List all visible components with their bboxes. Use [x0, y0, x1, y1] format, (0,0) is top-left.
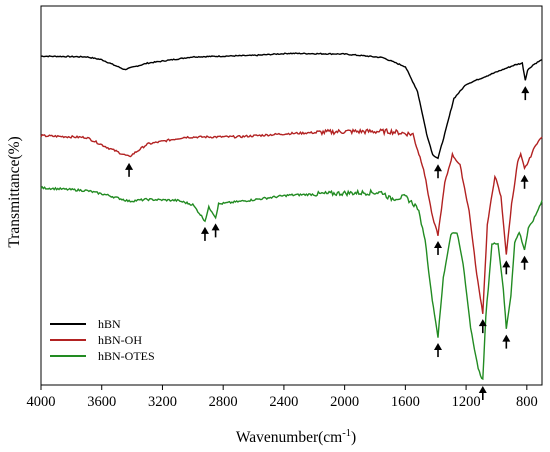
x-tick-label: 3200 — [148, 394, 177, 410]
x-tick-label: 800 — [516, 394, 538, 410]
spectrum-curves — [40, 52, 543, 381]
peak-arrow — [521, 86, 530, 101]
x-axis-title-close: ) — [351, 429, 356, 446]
peak-arrow — [502, 260, 511, 275]
peak-arrow-head — [434, 343, 443, 351]
x-axis-ticks: 4000 3600 3200 2800 2400 2000 1600 1200 800 — [27, 385, 538, 410]
peak-arrow — [520, 174, 529, 189]
peak-arrow-head — [434, 164, 443, 172]
peak-arrow-head — [125, 162, 134, 170]
peak-arrow-head — [520, 174, 529, 182]
peak-arrow-head — [478, 386, 487, 393]
peak-arrow — [434, 343, 443, 358]
plot-area-frame — [40, 5, 543, 386]
x-axis-title: Wavenumber(cm-1) — [236, 428, 356, 446]
peak-arrow — [434, 164, 443, 179]
x-tick-label: 2800 — [209, 394, 238, 410]
peak-arrow — [502, 334, 511, 349]
x-tick-label: 2000 — [330, 394, 359, 410]
series-line-hbn-otes — [40, 185, 543, 381]
legend-label-hbn-otes: hBN-OTES — [98, 349, 155, 363]
peak-arrow — [434, 240, 443, 255]
series-line-hbn — [40, 52, 543, 160]
x-tick-label: 2400 — [269, 394, 298, 410]
peak-arrow — [125, 162, 134, 177]
legend: hBN hBN-OH hBN-OTES — [50, 317, 155, 363]
legend-label-hbn-oh: hBN-OH — [98, 333, 142, 347]
peak-arrow — [211, 223, 220, 238]
peak-arrow-head — [502, 334, 511, 342]
x-axis-title-superscript: -1 — [342, 428, 351, 439]
y-axis-title: Transmittance(%) — [6, 136, 23, 247]
peak-arrow-head — [434, 240, 443, 248]
peak-arrow — [478, 386, 487, 400]
peak-arrow — [478, 319, 487, 334]
peak-arrow-head — [502, 260, 511, 268]
peak-arrow — [200, 226, 209, 241]
x-tick-label: 4000 — [27, 394, 56, 410]
peak-arrow-head — [478, 319, 487, 327]
peak-arrow — [520, 255, 529, 270]
peak-arrow-head — [520, 255, 529, 263]
x-axis-title-main: Wavenumber(cm — [236, 429, 342, 446]
legend-label-hbn: hBN — [98, 317, 121, 331]
x-tick-label: 1200 — [452, 394, 481, 410]
series-line-hbn-oh — [40, 127, 543, 314]
x-tick-label: 3600 — [87, 394, 116, 410]
peak-arrow-head — [521, 86, 530, 94]
peak-arrows — [125, 86, 530, 400]
x-tick-label: 1600 — [391, 394, 420, 410]
peak-arrow-head — [211, 223, 220, 231]
peak-arrow-head — [200, 226, 209, 234]
